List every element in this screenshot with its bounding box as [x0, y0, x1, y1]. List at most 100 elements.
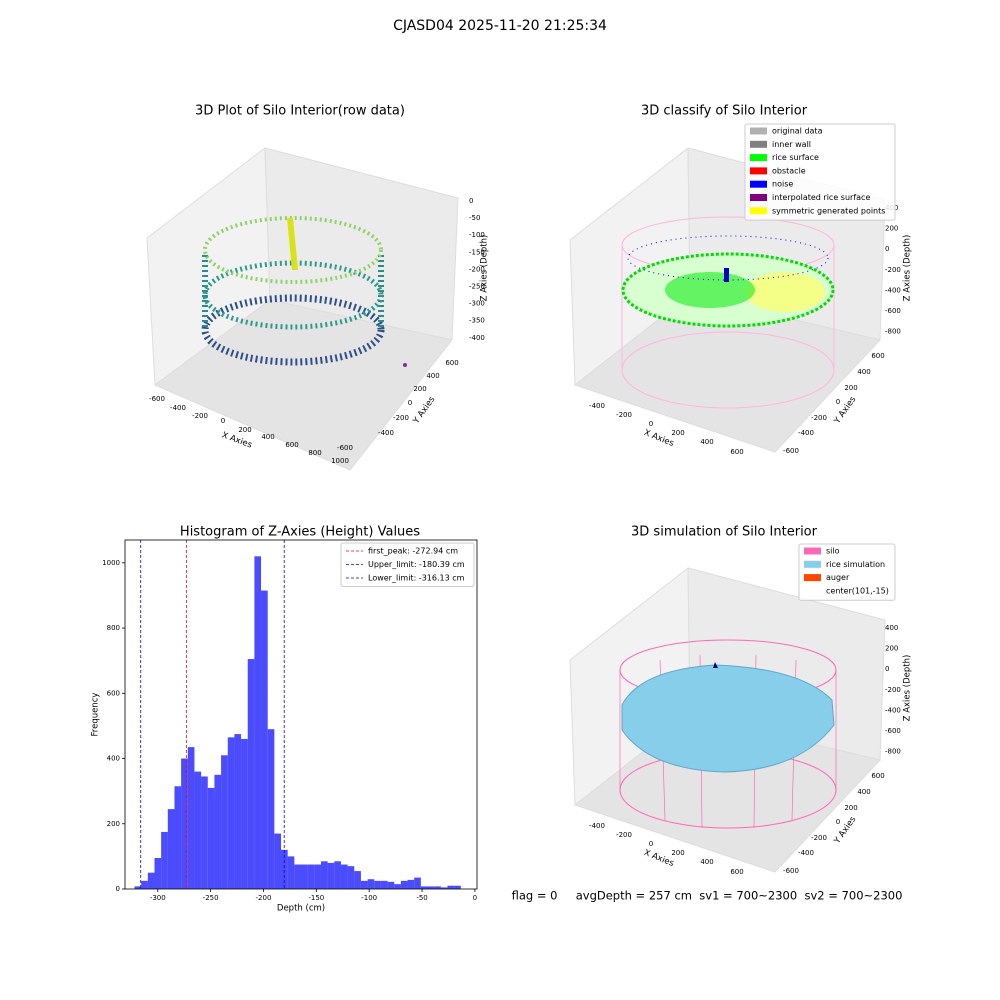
point-ring [203, 216, 383, 284]
bar [354, 871, 361, 889]
bar [294, 864, 301, 889]
silo-wire [621, 245, 835, 370]
z-axis-label: Z Axies (Depth) [903, 655, 913, 722]
legend-swatch [750, 127, 767, 135]
bar [174, 786, 182, 889]
rice-points [665, 272, 755, 308]
z-tick-label: 200 [885, 225, 898, 233]
y-tick-label: 600 [871, 352, 884, 360]
bar [167, 809, 175, 889]
z-tick-label: -100 [469, 231, 485, 239]
point-cluster [287, 217, 298, 271]
x-tick-label: -300 [150, 894, 166, 902]
legend-swatch [750, 207, 767, 215]
x-tick-label: -150 [308, 894, 324, 902]
y-tick-label: 1000 [102, 559, 120, 567]
plot-frame [124, 539, 478, 890]
z-tick-label: -200 [469, 265, 485, 273]
bar [420, 886, 428, 889]
bar [194, 771, 202, 889]
legend-swatch [750, 140, 767, 148]
legend-label: original data [772, 127, 823, 136]
bar [440, 887, 448, 889]
bar [394, 884, 401, 889]
x-tick-label: 0 [221, 417, 225, 425]
legend-label: auger [826, 573, 850, 582]
legend-label: center(101,-15) [826, 586, 889, 595]
legend-label: first_peak: -272.94 cm [368, 547, 458, 556]
point-outlier [403, 363, 407, 367]
y-tick-label: -200 [811, 414, 827, 422]
y-tick-label: 800 [107, 624, 120, 632]
bar [307, 864, 315, 889]
bar [267, 729, 275, 889]
bar [340, 864, 348, 889]
bar [187, 747, 195, 889]
z-tick-label: 0 [885, 665, 889, 673]
bar [427, 886, 435, 889]
x-tick-label: -200 [616, 411, 632, 419]
x-tick-label: 400 [261, 433, 274, 441]
x-tick-label: 0 [649, 840, 653, 848]
legend-label: inner wall [772, 140, 811, 149]
x-tick-label: -250 [203, 894, 219, 902]
bar [387, 881, 395, 889]
y-tick-label: 0 [836, 398, 840, 406]
legend-box [340, 542, 475, 587]
y-tick-label: -600 [783, 447, 799, 455]
chart-title: 3D Plot of Silo Interior(row data) [195, 104, 405, 119]
x-tick-label: -400 [170, 404, 186, 412]
legend-label: rice simulation [826, 560, 885, 569]
y-tick-label: 400 [426, 372, 439, 380]
legend-swatch [804, 560, 821, 568]
z-tick-label: -150 [469, 248, 485, 256]
bar [287, 856, 295, 889]
bar [400, 880, 408, 889]
x-tick-label: 600 [285, 441, 298, 449]
bar [214, 774, 222, 889]
bar [374, 880, 381, 889]
legend-box [798, 543, 896, 601]
y-tick-label: -200 [811, 834, 827, 842]
status-text: flag = 0 avgDepth = 257 cm sv1 = 700~230… [512, 889, 903, 903]
y-tick-label: 600 [107, 689, 120, 697]
x-tick-label: -200 [616, 831, 632, 839]
bar [247, 659, 255, 889]
z-tick-label: -600 [885, 307, 901, 315]
z-tick-label: -400 [885, 286, 901, 294]
y-tick-label: 400 [107, 755, 120, 763]
bar [320, 861, 328, 889]
bar [147, 872, 155, 889]
x-tick-label: 0 [473, 894, 477, 902]
bar [201, 776, 208, 889]
y-tick-label: -400 [798, 849, 814, 857]
y-tick-label: -600 [783, 867, 799, 875]
legend-label: silo [826, 547, 840, 556]
z-tick-label: -600 [885, 727, 901, 735]
x-tick-label: 0 [649, 420, 653, 428]
chart-title: Histogram of Z-Axies (Height) Values [180, 525, 420, 540]
legend-label: interpolated rice surface [772, 193, 870, 202]
bar [380, 880, 388, 889]
y-axis-label: Frequency [91, 693, 101, 737]
y-tick-label: 400 [857, 368, 870, 376]
z-axis-label: Z Axies (Depth) [903, 235, 913, 302]
z-tick-label: -250 [469, 283, 485, 291]
z-tick-label: 0 [469, 197, 473, 205]
bar [141, 880, 148, 889]
chart-title: 3D simulation of Silo Interior [631, 525, 818, 540]
x-tick-label: -200 [192, 412, 208, 420]
legend-label: symmetric generated points [772, 206, 885, 215]
figure-title: CJASD04 2025-11-20 21:25:34 [393, 18, 607, 34]
pane [154, 299, 453, 471]
z-tick-label: -350 [469, 317, 485, 325]
x-tick-label: -100 [361, 894, 377, 902]
bar [314, 864, 321, 889]
y-tick-label: 0 [836, 818, 840, 826]
x-tick-label: 400 [700, 438, 713, 446]
bar [161, 831, 168, 889]
legend-swatch [750, 154, 767, 162]
z-tick-label: -400 [469, 334, 485, 342]
legend-swatch [750, 180, 767, 188]
